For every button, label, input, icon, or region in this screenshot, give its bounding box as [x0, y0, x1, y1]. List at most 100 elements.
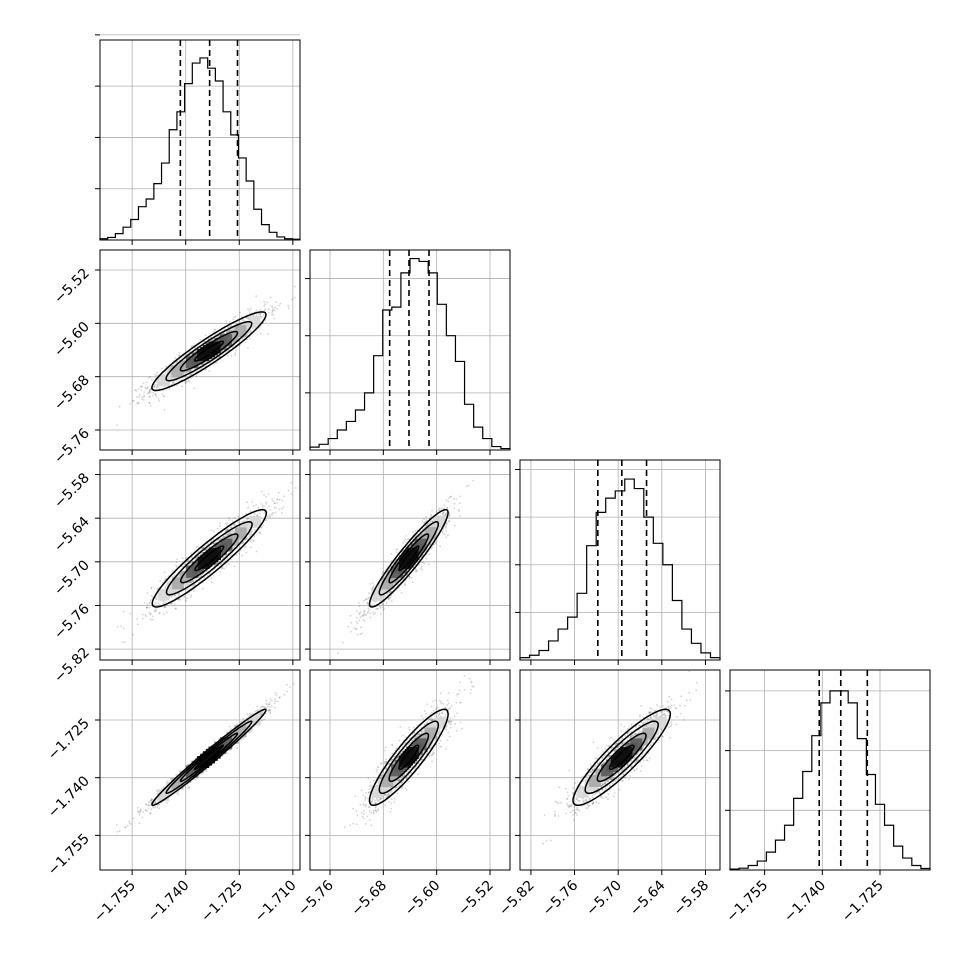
scatter-point — [267, 308, 270, 310]
scatter-point — [381, 571, 384, 574]
axes-frame — [309, 249, 511, 451]
scatter-point — [389, 591, 392, 593]
scatter-point — [222, 536, 225, 538]
scatter-point — [168, 388, 171, 390]
scatter-point — [228, 563, 230, 565]
scatter-point — [366, 612, 369, 614]
scatter-point — [402, 542, 404, 544]
scatter-point — [249, 337, 251, 340]
scatter-point — [408, 577, 411, 580]
scatter-point — [448, 520, 451, 522]
scatter-point — [146, 592, 149, 595]
scatter-point — [149, 389, 151, 391]
scatter-point — [355, 610, 358, 613]
scatter-point — [145, 803, 148, 806]
scatter-point — [249, 510, 252, 513]
scatter-point — [214, 564, 216, 566]
scatter-point — [273, 317, 276, 320]
scatter-point — [154, 373, 157, 376]
scatter-point — [142, 399, 145, 401]
scatter-point — [263, 309, 266, 312]
scatter-point — [267, 311, 270, 314]
scatter-point — [177, 598, 180, 601]
scatter-point — [350, 621, 353, 624]
scatter-point — [206, 547, 209, 550]
scatter-point — [275, 301, 277, 304]
scatter-point — [159, 612, 161, 614]
scatter-point — [190, 594, 193, 597]
scatter-point — [279, 302, 282, 305]
scatter-point — [154, 610, 157, 613]
scatter-point — [141, 617, 144, 620]
scatter-point — [430, 513, 432, 516]
contour-line — [151, 508, 268, 608]
scatter-point — [428, 517, 431, 519]
scatter-point — [233, 565, 236, 568]
scatter-point — [212, 330, 215, 333]
density-block — [209, 547, 221, 560]
scatter-point — [158, 399, 161, 402]
scatter-point — [263, 305, 266, 307]
scatter-point — [244, 545, 247, 548]
scatter-point — [212, 575, 215, 577]
scatter-point — [154, 377, 157, 379]
scatter-point — [269, 701, 271, 704]
scatter-point — [412, 530, 414, 533]
scatter-point — [247, 517, 250, 520]
scatter-point — [387, 597, 390, 600]
scatter-point — [158, 807, 161, 810]
scatter-point — [362, 614, 365, 616]
scatter-point — [268, 513, 271, 516]
scatter-point — [252, 504, 255, 507]
scatter-point — [175, 564, 177, 567]
scatter-point — [146, 387, 149, 390]
scatter-point — [216, 357, 219, 359]
scatter-point — [149, 404, 152, 407]
scatter-point — [170, 602, 173, 605]
scatter-point — [155, 602, 158, 605]
scatter-point — [172, 575, 174, 578]
scatter-point — [267, 515, 269, 518]
scatter-point — [197, 554, 200, 557]
scatter-point — [268, 516, 271, 518]
scatter-point — [363, 609, 366, 612]
scatter-point — [355, 628, 358, 631]
scatter-point — [248, 309, 251, 312]
scatter-point — [204, 369, 207, 371]
scatter-point — [278, 304, 280, 307]
scatter-point — [267, 493, 270, 495]
scatter-point — [223, 535, 226, 538]
scatter-point — [239, 344, 241, 347]
scatter-point — [149, 599, 152, 602]
scatter-point — [266, 301, 269, 304]
scatter-point — [261, 507, 264, 509]
scatter-point — [272, 500, 274, 502]
scatter-point — [210, 577, 213, 580]
scatter-point — [193, 387, 196, 390]
scatter-point — [281, 499, 284, 502]
scatter-point — [271, 498, 273, 500]
scatter-point — [431, 509, 433, 512]
scatter-point — [424, 524, 427, 527]
scatter-point — [145, 606, 148, 609]
scatter-point — [230, 554, 233, 557]
scatter-point — [197, 550, 200, 553]
scatter-point — [250, 546, 252, 549]
scatter-point — [158, 604, 161, 607]
axes-frame — [99, 249, 301, 451]
scatter-point — [272, 309, 275, 312]
scatter-point — [384, 595, 386, 597]
scatter-point — [446, 506, 448, 509]
scatter-point — [158, 612, 161, 615]
scatter-point — [372, 613, 375, 616]
scatter-point — [162, 602, 165, 605]
scatter-point — [191, 585, 193, 588]
scatter-point — [195, 546, 198, 548]
scatter-point — [261, 504, 264, 507]
scatter-point — [287, 489, 290, 492]
scatter-point — [274, 511, 277, 514]
scatter-point — [141, 613, 144, 616]
scatter-point — [293, 285, 296, 288]
scatter-point — [429, 520, 432, 523]
